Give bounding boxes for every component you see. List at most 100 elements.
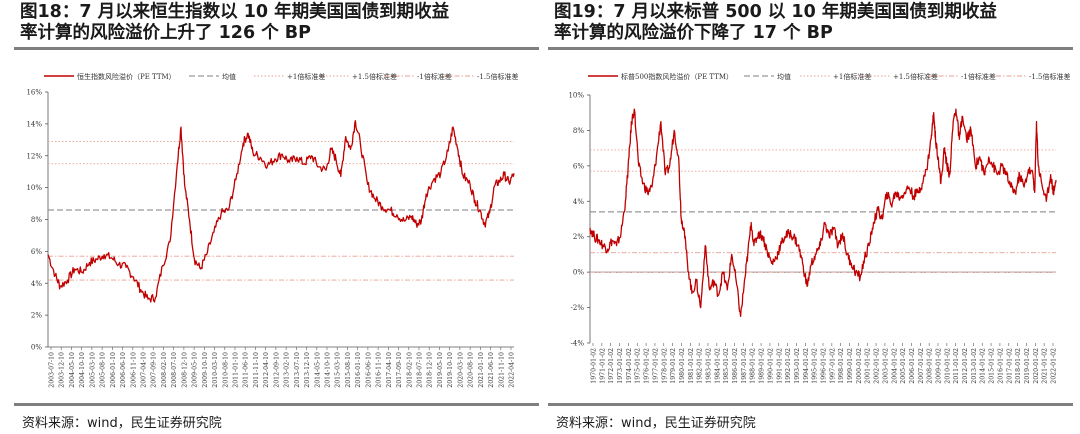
y-tick-label: 4% <box>573 198 584 206</box>
x-tick-label: 2006-01-02 <box>909 348 916 384</box>
x-tick-label: 1976-01-02 <box>644 348 651 384</box>
legend-label: +1.5倍标准差 <box>352 72 397 81</box>
y-tick-label: 10% <box>26 184 42 192</box>
x-tick-label: 1988-01-02 <box>750 348 757 384</box>
x-tick-label: 2010-03-10 <box>212 352 219 388</box>
top-rule <box>14 47 539 50</box>
x-tick-label: 2003-12-10 <box>59 352 66 388</box>
x-tick-label: 2011-01-02 <box>953 348 960 384</box>
x-tick-label: 1975-01-02 <box>635 348 642 384</box>
legend-label: -1倍标准差 <box>417 72 452 81</box>
legend-label: +1倍标准差 <box>833 72 871 81</box>
x-tick-label: 2007-09-10 <box>151 352 158 388</box>
x-tick-label: 2002-01-02 <box>874 348 881 384</box>
x-tick-label: 2015-01-02 <box>989 348 996 384</box>
x-tick-label: 1978-01-02 <box>661 348 668 384</box>
x-tick-label: 2014-10-10 <box>325 352 332 388</box>
figure-title-line-1: 图19：7 月以来标普 500 以 10 年期美国国债到期收益 <box>554 2 997 22</box>
x-tick-label: 2013-02-10 <box>284 352 291 388</box>
x-tick-label: 2008-12-10 <box>181 352 188 388</box>
x-tick-label: 2021-06-10 <box>488 352 495 388</box>
x-tick-label: 2020-03-10 <box>457 352 464 388</box>
x-tick-label: 2008-07-10 <box>171 352 178 388</box>
x-tick-label: 2004-10-10 <box>79 352 86 388</box>
x-tick-label: 1980-01-02 <box>679 348 686 384</box>
figure-title: 图18：7 月以来恒生指数以 10 年期美国国债到期收益 率计算的风险溢价上升了… <box>20 2 535 44</box>
x-tick-label: 2008-02-10 <box>161 352 168 388</box>
x-tick-label: 2022-04-10 <box>509 352 516 388</box>
x-tick-label: 2009-01-02 <box>936 348 943 384</box>
y-tick-label: 12% <box>26 152 42 160</box>
legend-label: 均值 <box>777 72 791 81</box>
x-tick-label: 1993-01-02 <box>794 348 801 384</box>
x-tick-label: 1982-01-02 <box>697 348 704 384</box>
x-tick-label: 2013-01-02 <box>971 348 978 384</box>
legend-label: 恒生指数风险溢价（PE TTM） <box>77 72 176 81</box>
x-tick-label: 2006-06-10 <box>120 352 127 388</box>
y-tick-label: 14% <box>26 120 42 128</box>
legend-label: -1.5倍标准差 <box>1029 72 1071 81</box>
x-tick-label: 1974-01-02 <box>626 348 633 384</box>
x-tick-label: 2015-08-10 <box>345 352 352 388</box>
x-tick-label: 1984-01-02 <box>714 348 721 384</box>
bottom-rule <box>548 403 1073 406</box>
legend-label: 标普500指数风险溢价（PE TTM） <box>621 72 733 81</box>
x-tick-label: 2019-10-10 <box>447 352 454 388</box>
x-tick-label: 1981-01-02 <box>688 348 695 384</box>
y-tick-label: 8% <box>31 216 42 224</box>
y-tick-label: 0% <box>573 269 584 277</box>
x-tick-label: 2006-11-10 <box>130 352 137 388</box>
x-tick-label: 1985-01-02 <box>723 348 730 384</box>
x-tick-label: 2011-01-10 <box>233 352 240 388</box>
x-tick-label: 1991-01-02 <box>776 348 783 384</box>
x-tick-label: 2017-09-10 <box>396 352 403 388</box>
x-tick-label: 2003-01-02 <box>882 348 889 384</box>
x-tick-label: 2016-01-02 <box>997 348 1004 384</box>
x-tick-label: 1972-01-02 <box>608 348 615 384</box>
y-tick-label: 4% <box>31 280 42 288</box>
y-tick-label: -2% <box>571 304 585 312</box>
x-tick-label: 2015-03-10 <box>335 352 342 388</box>
x-tick-label: 2018-01-02 <box>1015 348 1022 384</box>
legend-label: +1.5倍标准差 <box>893 72 938 81</box>
bottom-rule <box>14 403 539 406</box>
x-tick-label: 2016-01-10 <box>355 352 362 388</box>
x-tick-label: 1977-01-02 <box>652 348 659 384</box>
y-tick-label: 8% <box>573 127 584 135</box>
x-tick-label: 1986-01-02 <box>732 348 739 384</box>
x-tick-label: 2008-01-02 <box>927 348 934 384</box>
x-tick-label: 1971-01-02 <box>599 348 606 384</box>
figure-title-line-2: 率计算的风险溢价上升了 126 个 BP <box>20 23 311 43</box>
x-tick-label: 2003-07-10 <box>49 352 56 388</box>
x-tick-label: 1998-01-02 <box>838 348 845 384</box>
x-tick-label: 1970-01-02 <box>591 348 598 384</box>
x-tick-label: 2005-08-10 <box>100 352 107 388</box>
x-tick-label: 2007-01-02 <box>918 348 925 384</box>
x-tick-label: 2017-01-02 <box>1006 348 1013 384</box>
spx-risk-premium-chart: 标普500指数风险溢价（PE TTM） 均值 +1倍标准差 +1.5倍标准差 -1倍标准… <box>568 72 1071 384</box>
y-tick-label: 0% <box>31 344 42 352</box>
x-tick-label: 2013-07-10 <box>294 352 301 388</box>
x-tick-label: 2000-01-02 <box>856 348 863 384</box>
x-tick-label: 2004-01-02 <box>891 348 898 384</box>
y-tick-label: 6% <box>573 162 584 170</box>
x-tick-label: 2014-05-10 <box>314 352 321 388</box>
series-line <box>47 120 515 303</box>
y-tick-label: 2% <box>573 233 584 241</box>
y-tick-label: -4% <box>571 340 585 348</box>
chart-legend: 标普500指数风险溢价（PE TTM） 均值 +1倍标准差 +1.5倍标准差 -1倍标准… <box>588 72 1071 81</box>
x-tick-label: 1973-01-02 <box>617 348 624 384</box>
x-tick-label: 2010-01-02 <box>944 348 951 384</box>
x-tick-label: 2020-01-02 <box>1033 348 1040 384</box>
x-tick-label: 2014-01-02 <box>980 348 987 384</box>
x-tick-label: 2020-08-10 <box>468 352 475 388</box>
x-tick-label: 1996-01-02 <box>821 348 828 384</box>
figure-19-panel: 图19：7 月以来标普 500 以 10 年期美国国债到期收益 率计算的风险溢价… <box>548 0 1073 434</box>
x-tick-label: 2004-05-10 <box>69 352 76 388</box>
x-tick-label: 1990-01-02 <box>767 348 774 384</box>
x-tick-label: 2016-11-10 <box>376 352 383 388</box>
x-tick-label: 1994-01-02 <box>803 348 810 384</box>
figure-title-line-1: 图18：7 月以来恒生指数以 10 年期美国国债到期收益 <box>20 2 450 22</box>
x-tick-label: 1989-01-02 <box>759 348 766 384</box>
x-tick-label: 2019-01-02 <box>1024 348 1031 384</box>
